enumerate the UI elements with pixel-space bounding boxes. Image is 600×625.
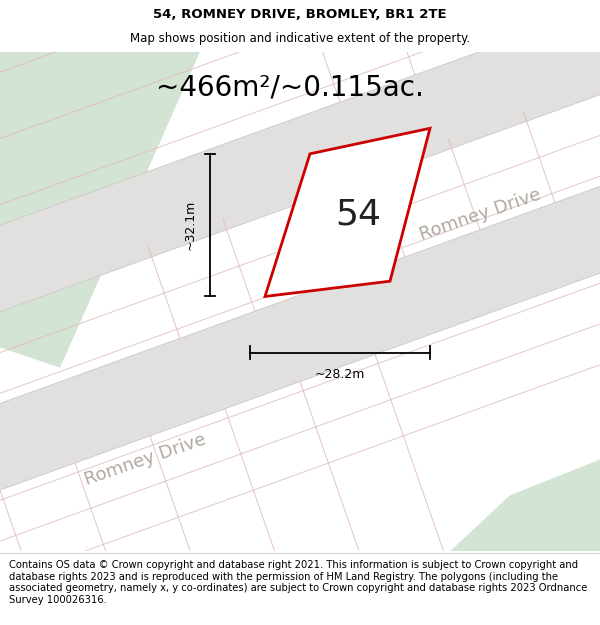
Text: 54, ROMNEY DRIVE, BROMLEY, BR1 2TE: 54, ROMNEY DRIVE, BROMLEY, BR1 2TE — [153, 8, 447, 21]
Text: ~28.2m: ~28.2m — [315, 369, 365, 381]
Text: ~32.1m: ~32.1m — [184, 200, 197, 250]
Text: Map shows position and indicative extent of the property.: Map shows position and indicative extent… — [130, 32, 470, 46]
Polygon shape — [0, 8, 600, 312]
Polygon shape — [265, 128, 430, 296]
Text: ~466m²/~0.115ac.: ~466m²/~0.115ac. — [156, 74, 424, 101]
Polygon shape — [0, 186, 600, 490]
Text: Romney Drive: Romney Drive — [417, 186, 543, 244]
Text: Romney Drive: Romney Drive — [82, 430, 208, 489]
Text: Contains OS data © Crown copyright and database right 2021. This information is : Contains OS data © Crown copyright and d… — [9, 560, 587, 605]
Text: 54: 54 — [336, 198, 382, 232]
Polygon shape — [450, 459, 600, 551]
Polygon shape — [0, 52, 200, 368]
